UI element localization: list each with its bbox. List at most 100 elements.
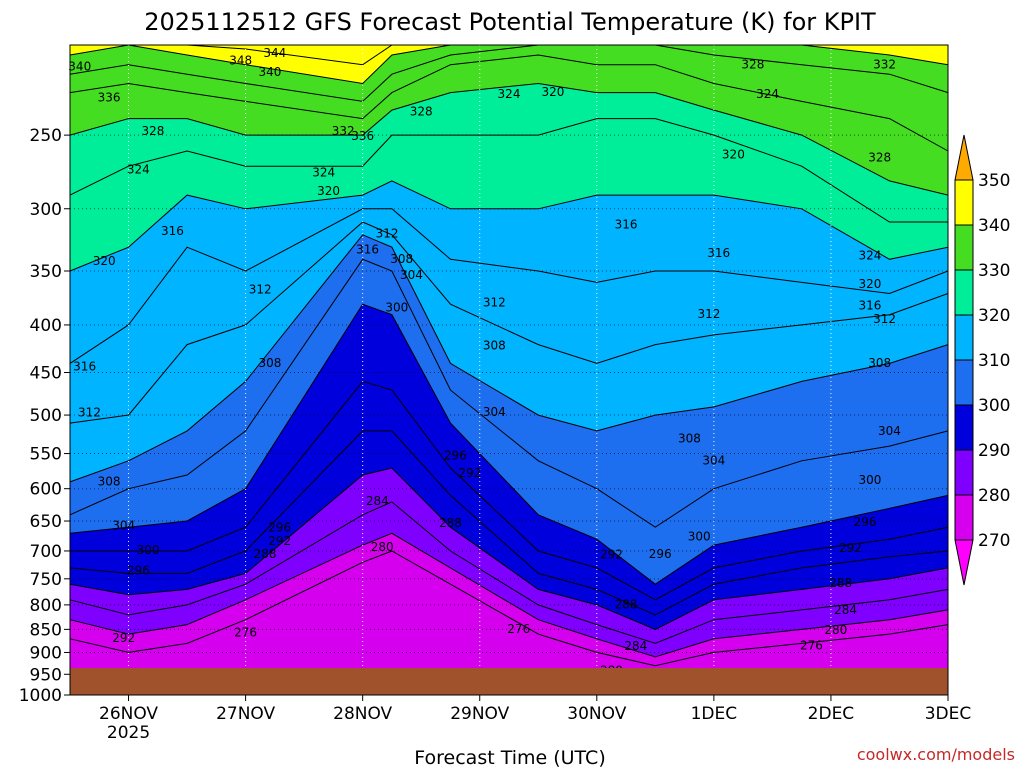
contour-label: 304	[483, 405, 506, 419]
isentrope-328	[69, 82, 949, 196]
colorbar-swatch	[954, 269, 974, 316]
contour-label: 336	[351, 129, 374, 143]
contour-label: 308	[98, 474, 121, 488]
contour-label: 288	[254, 547, 277, 561]
colorbar-tick-label: 280	[978, 486, 1010, 506]
x-tick-label: 3DEC	[925, 704, 972, 724]
contour-label: 276	[800, 638, 823, 652]
colorbar-top-arrow	[954, 134, 974, 181]
contour-label: 288	[615, 597, 638, 611]
contour-label: 316	[707, 246, 730, 260]
colorbar-tick-label: 310	[978, 351, 1010, 371]
chart-title: 2025112512 GFS Forecast Potential Temper…	[144, 8, 876, 36]
isentrope-296	[70, 380, 949, 601]
contour-label: 296	[444, 448, 467, 462]
colorbar-swatch	[954, 359, 974, 406]
contour-label: 304	[112, 519, 135, 533]
y-tick-label: 500	[30, 406, 62, 426]
colorbar-swatch	[954, 224, 974, 271]
contour-label: 292	[600, 547, 623, 561]
colorbar-swatch	[954, 494, 974, 541]
isentrope-292	[69, 430, 949, 616]
contour-label: 300	[385, 301, 408, 315]
contour-label: 280	[824, 623, 847, 637]
contour-label: 296	[268, 520, 291, 534]
contour-label: 300	[688, 529, 711, 543]
credit-text: coolwx.com/models	[857, 745, 1015, 764]
isentrope-field	[70, 45, 948, 669]
contour-label: 288	[829, 576, 852, 590]
contour-label: 280	[371, 540, 394, 554]
contour-label: 308	[390, 252, 413, 266]
contour-label: 320	[93, 254, 116, 268]
contour-label: 312	[873, 312, 896, 326]
y-tick-label: 300	[30, 200, 62, 220]
contour-label: 288	[439, 516, 462, 530]
contour-label: 292	[112, 631, 135, 645]
y-tick-label: 800	[30, 596, 62, 616]
contour-label: 308	[678, 431, 701, 445]
isentrope-336	[69, 44, 949, 102]
contour-label: 296	[649, 547, 672, 561]
contour-label: 296	[854, 515, 877, 529]
y-tick-label: 650	[30, 512, 62, 532]
contour-label: 312	[376, 226, 399, 240]
y-tick-label: 1000	[19, 686, 62, 706]
y-tick-label: 450	[30, 364, 62, 384]
contour-label: 292	[459, 466, 482, 480]
contour-label: 324	[312, 166, 335, 180]
y-tick-label: 250	[30, 126, 62, 146]
x-tick-label: 30NOV	[567, 704, 626, 724]
contour-label: 276	[234, 625, 257, 639]
isentrope-312	[69, 221, 949, 424]
y-tick-label: 350	[30, 262, 62, 282]
contour-label: 316	[161, 224, 184, 238]
contour-label: 308	[868, 356, 891, 370]
contour-label: 340	[68, 59, 91, 73]
contour-label: 320	[317, 184, 340, 198]
contour-label: 332	[332, 124, 355, 138]
colorbar-swatch	[954, 314, 974, 361]
contour-label: 312	[698, 307, 721, 321]
contour-label: 312	[78, 406, 101, 420]
contour-label: 344	[263, 46, 286, 60]
contour-label: 292	[268, 534, 291, 548]
colorbar-tick-label: 350	[978, 171, 1010, 191]
isentrope-288	[69, 467, 949, 630]
y-tick-label: 700	[30, 542, 62, 562]
colorbar-tick-label: 320	[978, 306, 1010, 326]
contour-label: 304	[702, 453, 725, 467]
contour-label: 328	[141, 124, 164, 138]
contour-label: 348	[229, 54, 252, 68]
contour-label: 308	[483, 338, 506, 352]
ground-surface	[70, 668, 948, 695]
contour-label: 324	[756, 87, 779, 101]
isentrope-316	[69, 208, 949, 364]
colorbar-tick-label: 290	[978, 441, 1010, 461]
x-tick-label: 26NOV	[99, 704, 158, 724]
band-below-276	[70, 551, 948, 668]
colorbar-tick-label: 340	[978, 216, 1010, 236]
pressure-axis: 250 300 350 400 450 500 550 600 650 700 750 800 850 9…	[19, 126, 70, 706]
contour-label: 300	[137, 543, 160, 557]
y-tick-label: 900	[30, 643, 62, 663]
contour-label: 284	[366, 494, 389, 508]
y-tick-label: 550	[30, 445, 62, 465]
contour-label: 292	[839, 541, 862, 555]
contour-label: 320	[541, 85, 564, 99]
x-tick-label: 27NOV	[216, 704, 275, 724]
colorbar-tick-label: 270	[978, 531, 1010, 551]
isentrope-280	[69, 532, 949, 658]
contour-label: 308	[259, 356, 282, 370]
y-tick-label: 600	[30, 480, 62, 500]
contour-label: 316	[73, 360, 96, 374]
y-tick-label: 400	[30, 316, 62, 336]
contour-label: 332	[873, 58, 896, 72]
contour-label: 312	[249, 282, 272, 296]
colorbar-swatch	[954, 404, 974, 451]
plot-frame	[69, 44, 949, 696]
colorbar-swatch	[954, 179, 974, 226]
